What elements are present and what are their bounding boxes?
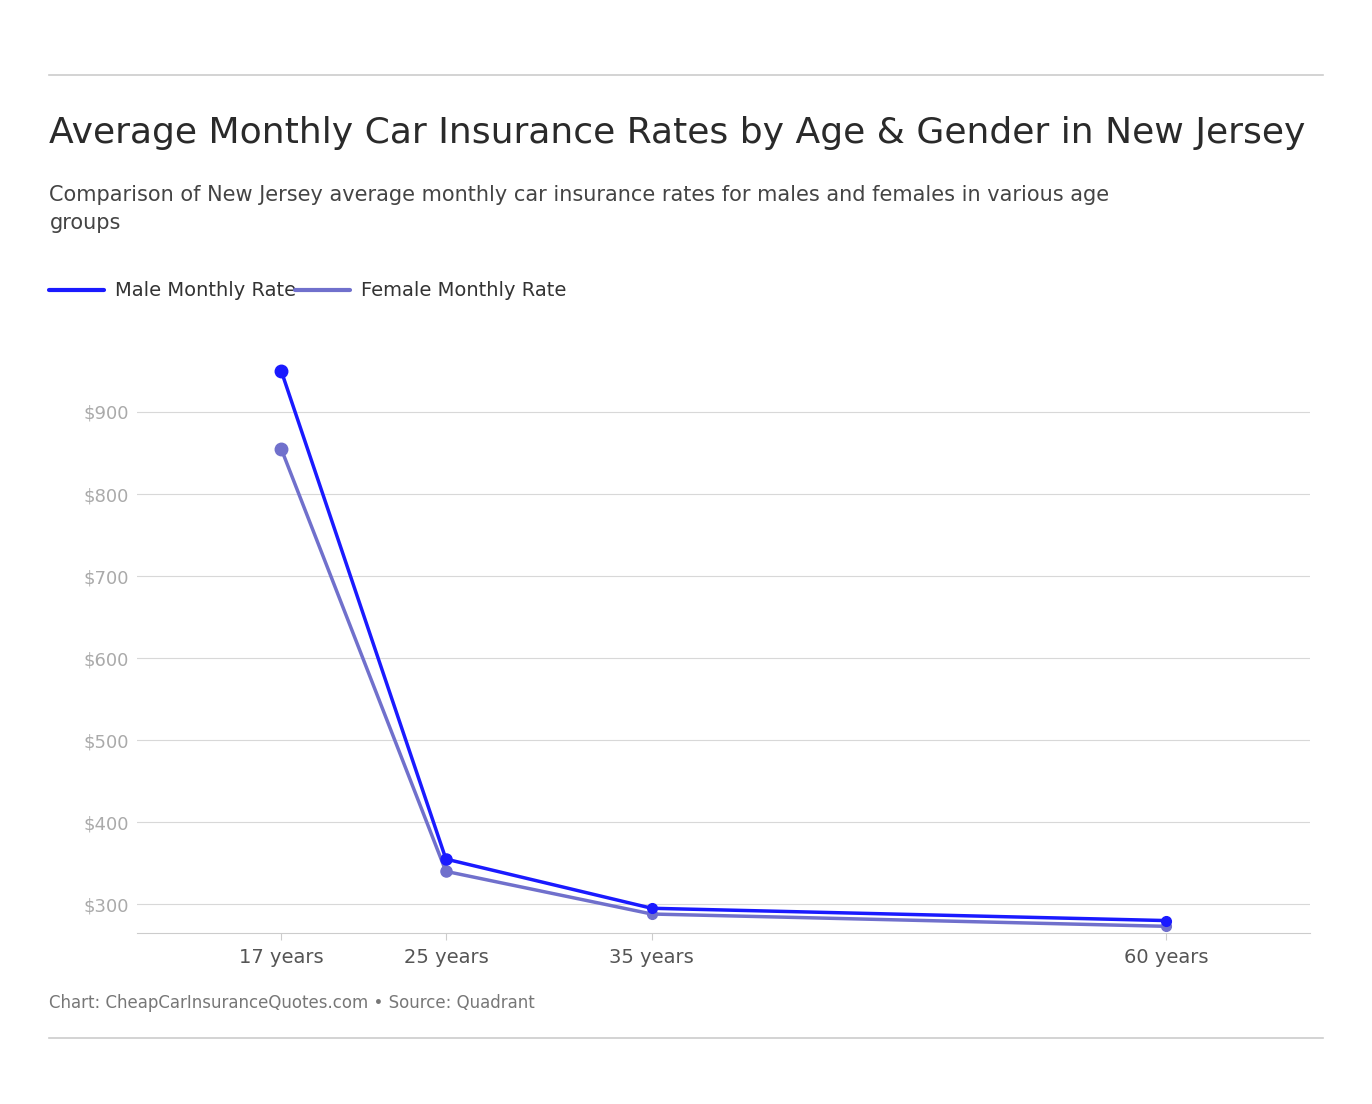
Text: Chart: CheapCarInsuranceQuotes.com • Source: Quadrant: Chart: CheapCarInsuranceQuotes.com • Sou… — [49, 995, 535, 1012]
Text: Comparison of New Jersey average monthly car insurance rates for males and femal: Comparison of New Jersey average monthly… — [49, 185, 1110, 233]
Text: Female Monthly Rate: Female Monthly Rate — [361, 280, 567, 300]
Text: Male Monthly Rate: Male Monthly Rate — [115, 280, 296, 300]
Text: Average Monthly Car Insurance Rates by Age & Gender in New Jersey: Average Monthly Car Insurance Rates by A… — [49, 116, 1306, 150]
